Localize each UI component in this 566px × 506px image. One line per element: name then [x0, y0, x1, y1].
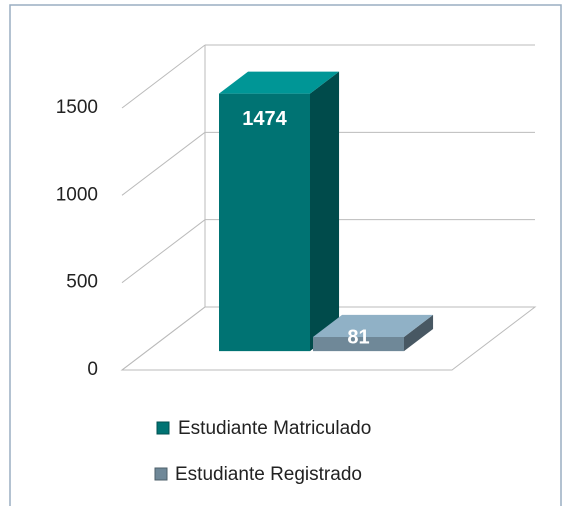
data-label: 81 — [347, 326, 369, 348]
legend-marker — [154, 467, 168, 481]
bar-top — [219, 71, 340, 94]
y-tick-label: 0 — [87, 359, 98, 380]
legend-label: Estudiante Registrado — [175, 464, 362, 485]
grid-line — [121, 44, 206, 109]
chart-border — [9, 4, 562, 506]
data-label: 1474 — [242, 108, 287, 130]
bar — [313, 314, 434, 352]
grid-line — [121, 131, 206, 196]
grid-line — [121, 219, 206, 284]
legend-marker — [156, 421, 170, 435]
grid-line — [121, 306, 206, 371]
bar-front — [219, 93, 310, 352]
y-tick-label: 1000 — [56, 184, 98, 205]
y-tick-label: 500 — [66, 272, 98, 293]
bar-side — [404, 314, 434, 352]
bar-top — [313, 314, 434, 337]
bar — [219, 71, 340, 352]
bar-side — [310, 71, 340, 352]
bar-front — [313, 336, 404, 352]
y-tick-label: 1500 — [56, 97, 98, 118]
legend-label: Estudiante Matriculado — [178, 418, 371, 439]
